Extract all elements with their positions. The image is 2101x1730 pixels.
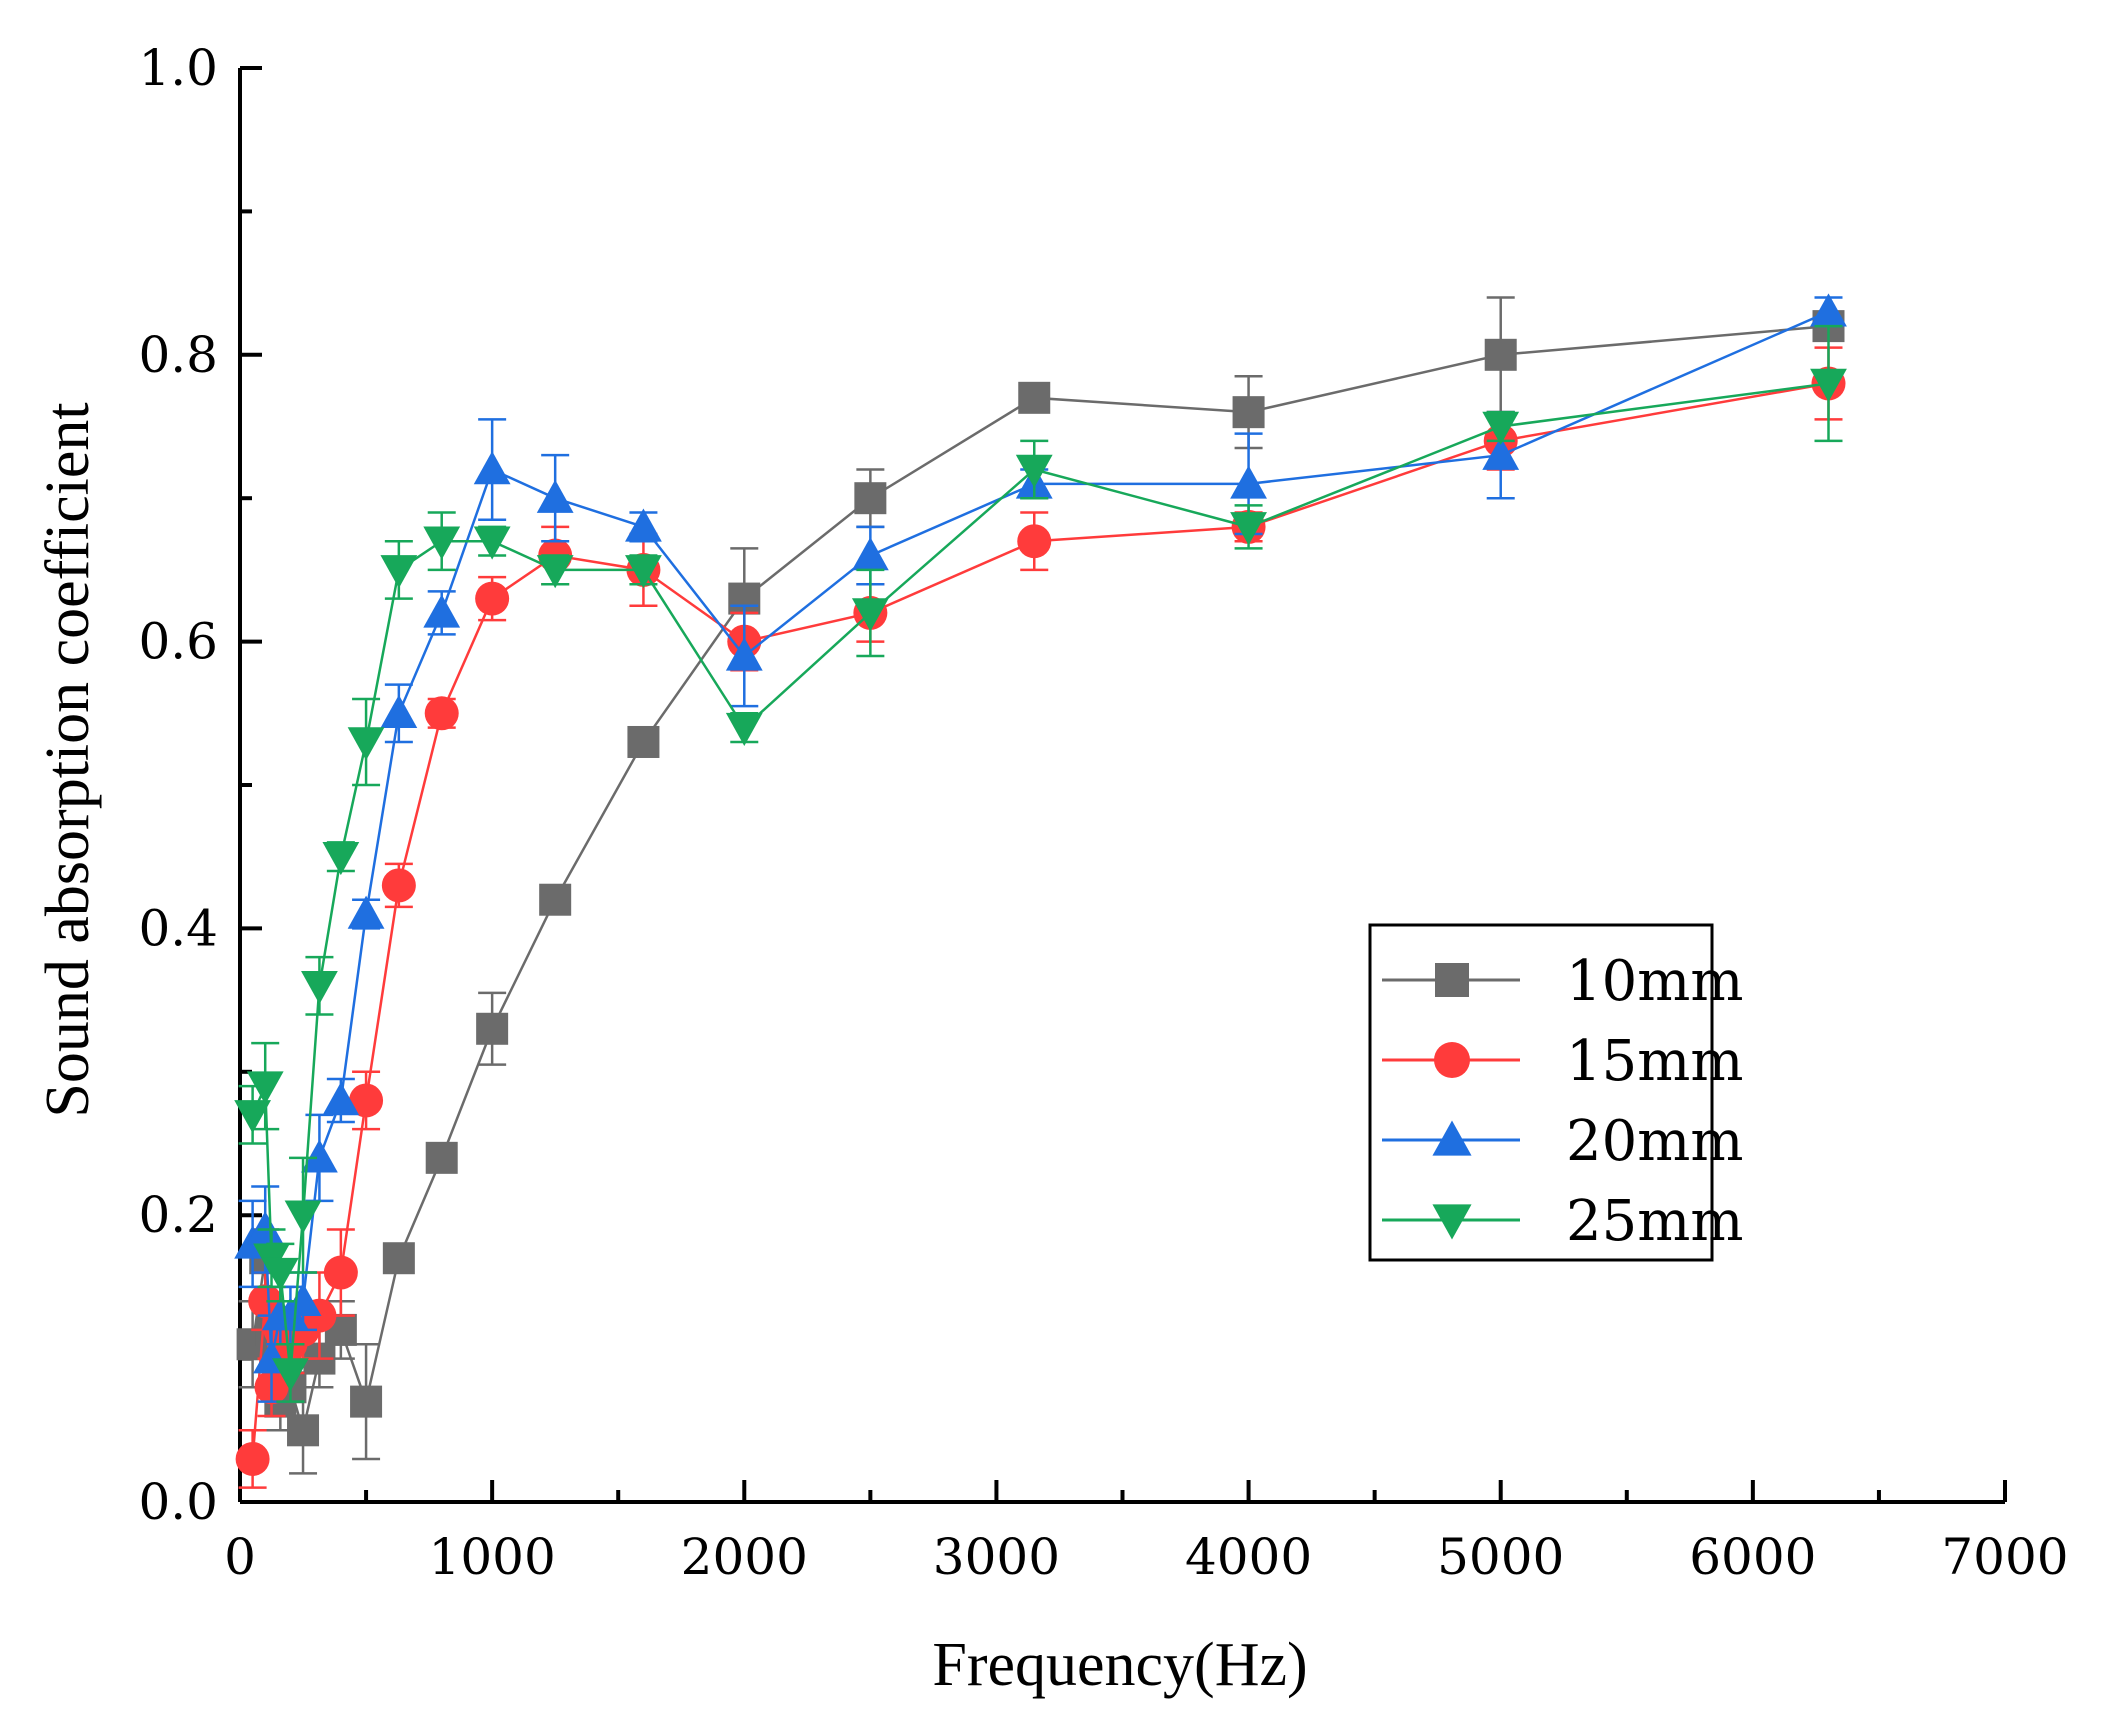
x-tick-label: 3000	[933, 1528, 1060, 1586]
data-point	[536, 555, 574, 589]
data-point	[1015, 454, 1053, 488]
x-tick-label: 1000	[429, 1528, 556, 1586]
legend-marker	[1434, 1042, 1470, 1078]
data-point	[625, 555, 662, 589]
data-point	[725, 712, 763, 747]
legend-item-15mm: 15mm	[1382, 1029, 1743, 1094]
data-point	[423, 594, 461, 628]
data-point	[323, 1255, 358, 1290]
data-point	[851, 598, 889, 632]
data-point	[1230, 512, 1267, 546]
data-point	[301, 1139, 338, 1173]
data-point	[380, 555, 418, 589]
data-point	[1810, 368, 1847, 402]
y-tick-label: 0.4	[138, 899, 218, 957]
data-point	[473, 526, 511, 560]
series-line	[251, 382, 1829, 1374]
data-point	[425, 1141, 458, 1174]
data-point	[725, 637, 763, 671]
data-point	[625, 508, 662, 542]
series-15mm	[235, 346, 1846, 1489]
data-point	[284, 1282, 322, 1316]
x-tick-label: 7000	[1941, 1528, 2068, 1586]
legend: 10mm 15mm 20mm 25mm	[1368, 923, 1743, 1262]
data-point	[246, 1071, 284, 1105]
data-point	[1482, 411, 1520, 445]
x-tick-label: 5000	[1437, 1528, 1564, 1586]
series-layer	[234, 293, 1847, 1489]
data-point	[424, 696, 459, 731]
data-point	[476, 1012, 509, 1045]
x-tick-label: 0	[224, 1528, 256, 1586]
data-point	[423, 526, 461, 560]
legend-marker	[1435, 963, 1469, 997]
data-point	[349, 1083, 384, 1118]
data-point	[1810, 293, 1847, 327]
legend-item-25mm: 25mm	[1382, 1189, 1743, 1254]
data-point	[284, 1200, 322, 1234]
axes: 0 1000 2000 3000 4000 5000 6000 7000 0.0 0.2 0.4 0.…	[138, 39, 2068, 1586]
legend-item-20mm: 20mm	[1382, 1109, 1743, 1174]
data-point	[1484, 338, 1517, 371]
x-tick-label: 4000	[1185, 1528, 1312, 1586]
data-point	[1018, 381, 1051, 414]
data-point	[382, 1242, 415, 1275]
data-point	[301, 971, 338, 1005]
data-point	[1232, 396, 1265, 429]
y-axis-title: Sound absorption coefficient	[34, 402, 102, 1117]
y-tick-label: 0.6	[138, 613, 218, 671]
legend-marker	[1432, 1120, 1472, 1156]
data-point	[347, 727, 385, 761]
data-point	[322, 1082, 360, 1116]
data-point	[380, 694, 418, 729]
data-point	[234, 1100, 272, 1134]
y-tick-label: 0.8	[138, 326, 218, 384]
data-point	[1482, 436, 1520, 470]
data-point	[854, 482, 887, 515]
data-point	[246, 1211, 284, 1245]
legend-label: 15mm	[1566, 1029, 1743, 1094]
data-point	[347, 895, 385, 929]
y-tick-label: 1.0	[138, 39, 218, 97]
data-point	[381, 868, 416, 903]
data-point	[539, 883, 572, 916]
data-point	[235, 1441, 270, 1476]
data-point	[627, 725, 660, 758]
data-point	[1230, 465, 1267, 499]
x-axis-title: Frequency(Hz)	[932, 1631, 1307, 1699]
legend-label: 20mm	[1566, 1109, 1743, 1174]
y-tick-label: 0.2	[138, 1186, 218, 1244]
data-point	[272, 1358, 309, 1392]
y-tick-label: 0.0	[138, 1473, 218, 1531]
legend-label: 25mm	[1566, 1189, 1743, 1254]
data-point	[851, 537, 889, 571]
x-tick-label: 6000	[1689, 1528, 1816, 1586]
data-point	[261, 1257, 299, 1291]
data-point	[287, 1414, 320, 1447]
data-point	[475, 581, 510, 616]
legend-item-10mm: 10mm	[1382, 949, 1743, 1014]
data-point	[536, 479, 574, 513]
data-point	[322, 841, 360, 876]
legend-label: 10mm	[1566, 949, 1743, 1014]
data-point	[1017, 524, 1052, 559]
series-25mm	[234, 324, 1847, 1403]
data-point	[350, 1385, 383, 1418]
data-point	[473, 451, 511, 485]
x-tick-label: 2000	[681, 1528, 808, 1586]
legend-marker	[1432, 1204, 1472, 1240]
